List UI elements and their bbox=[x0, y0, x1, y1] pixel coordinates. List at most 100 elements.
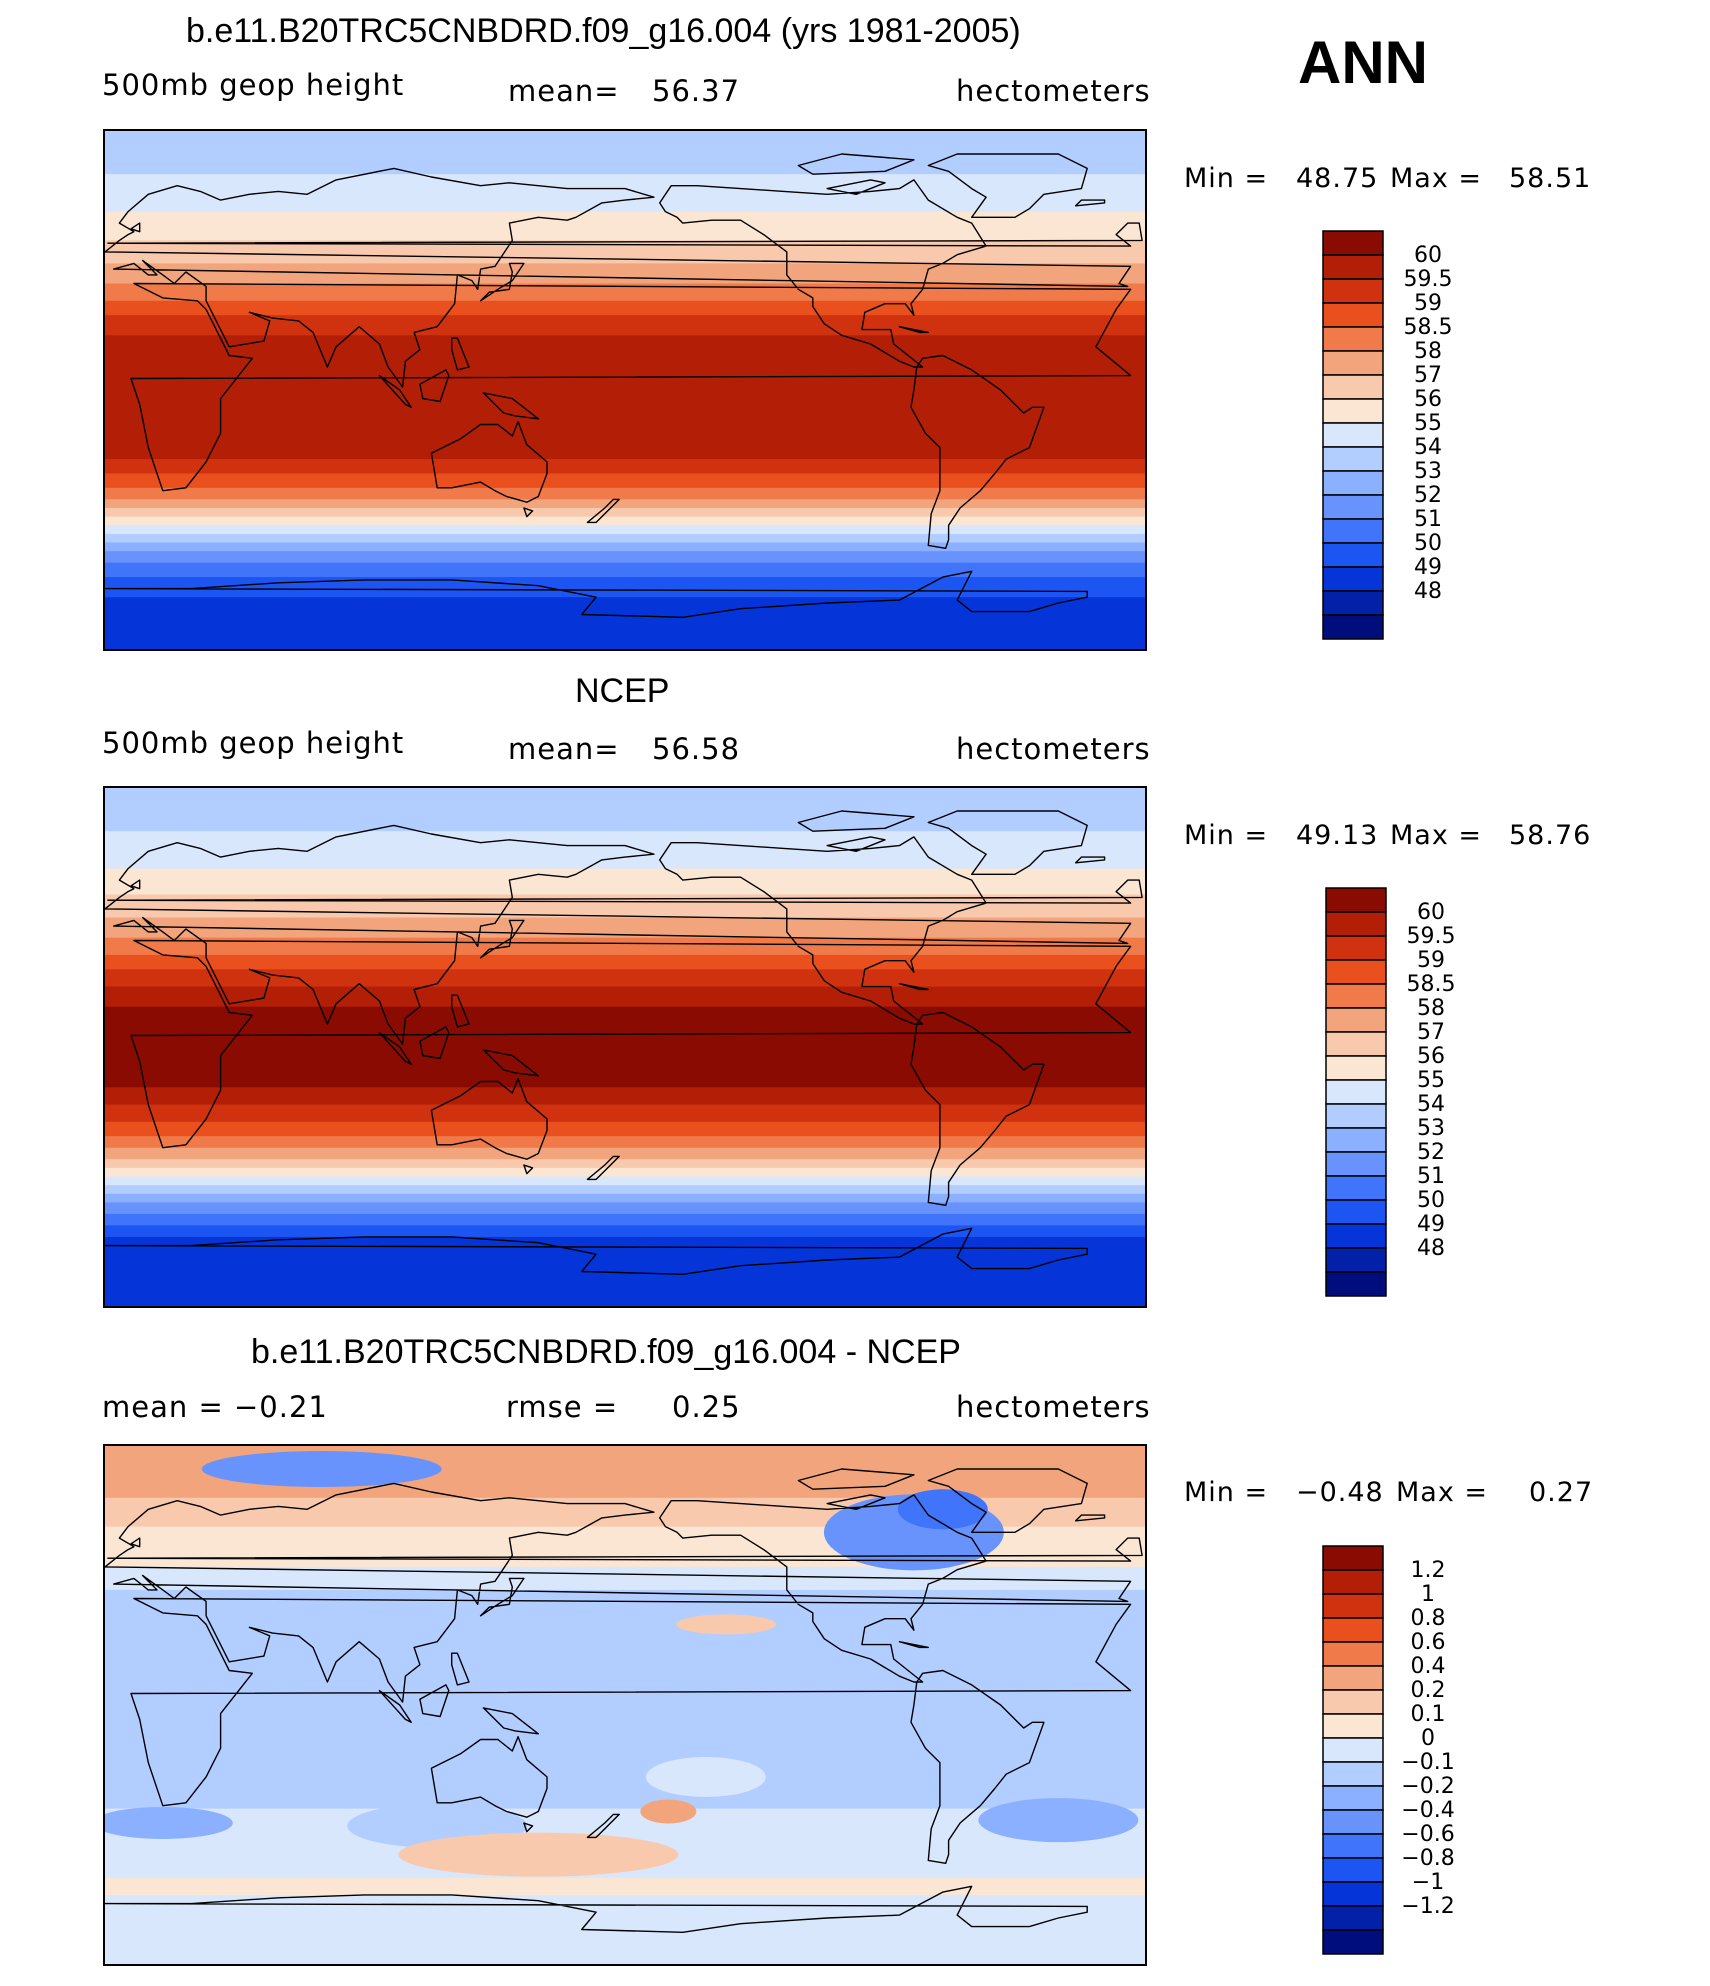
panel-2-variable-label: 500mb geop height bbox=[102, 726, 405, 760]
contour-band bbox=[105, 459, 1145, 475]
colorbar-tick-label: 57 bbox=[1417, 1020, 1445, 1045]
colorbar-swatch bbox=[1322, 374, 1384, 400]
panel-2-colorbar: 60 59.5 59 58.5 58 57 56 55 54 53 52 51 50 49 48 bbox=[1324, 886, 1464, 1298]
panel-3-min-value: −0.48 bbox=[1296, 1477, 1384, 1508]
panel-3-rmse-label: rmse = bbox=[506, 1390, 619, 1424]
colorbar-swatch bbox=[1325, 1199, 1387, 1225]
colorbar-swatch bbox=[1322, 350, 1384, 376]
colorbar-tick-label: 49 bbox=[1414, 555, 1442, 580]
colorbar-tick-label: 1 bbox=[1421, 1582, 1435, 1607]
contour-band bbox=[105, 1006, 1145, 1089]
colorbar-tick-label: 1.2 bbox=[1411, 1558, 1446, 1583]
colorbar-tick-label: 0.4 bbox=[1411, 1654, 1446, 1679]
colorbar-swatch bbox=[1322, 1737, 1384, 1763]
colorbar-tick-label: 51 bbox=[1417, 1164, 1445, 1189]
contour-band bbox=[105, 1225, 1145, 1238]
anomaly-contour bbox=[201, 1451, 442, 1488]
panel-1-min-label: Min = bbox=[1184, 163, 1269, 194]
contour-band bbox=[105, 300, 1145, 317]
colorbar-swatch bbox=[1322, 230, 1384, 256]
anomaly-contour bbox=[645, 1756, 766, 1797]
panel-3-max-label: Max = bbox=[1396, 1477, 1489, 1508]
colorbar-tick-label: −1 bbox=[1412, 1870, 1444, 1895]
anomaly-contour bbox=[978, 1798, 1139, 1843]
colorbar-swatch bbox=[1325, 1007, 1387, 1033]
colorbar-swatch bbox=[1322, 518, 1384, 544]
colorbar-swatch bbox=[1325, 1223, 1387, 1249]
panel-3-rmse-value: 0.25 bbox=[672, 1390, 741, 1424]
colorbar-tick-label: 58.5 bbox=[1407, 972, 1456, 997]
contour-band bbox=[105, 1185, 1145, 1195]
colorbar-swatch bbox=[1325, 1079, 1387, 1105]
colorbar-swatch bbox=[1325, 1247, 1387, 1273]
contour-band bbox=[105, 1121, 1145, 1138]
contour-band bbox=[105, 263, 1145, 285]
colorbar-swatch bbox=[1325, 1151, 1387, 1177]
colorbar-tick-label: −0.2 bbox=[1401, 1774, 1454, 1799]
colorbar-swatch bbox=[1322, 470, 1384, 496]
contour-band bbox=[105, 424, 1145, 446]
panel-2-max-value: 58.76 bbox=[1509, 820, 1592, 851]
contour-band bbox=[105, 1136, 1145, 1149]
colorbar-swatch bbox=[1322, 422, 1384, 448]
colorbar-swatch bbox=[1322, 1929, 1384, 1955]
panel-3-max-value: 0.27 bbox=[1529, 1477, 1594, 1508]
colorbar-swatch bbox=[1322, 494, 1384, 520]
colorbar-swatch bbox=[1322, 1545, 1384, 1571]
panel-1-units: hectometers bbox=[956, 74, 1151, 108]
colorbar-tick-label: 59.5 bbox=[1407, 924, 1456, 949]
contour-band bbox=[105, 1762, 1145, 1810]
colorbar-tick-label: 55 bbox=[1417, 1068, 1445, 1093]
colorbar-tick-label: 0.6 bbox=[1411, 1630, 1446, 1655]
colorbar-tick-label: 54 bbox=[1414, 435, 1442, 460]
panel-3-min-label: Min = bbox=[1184, 1477, 1269, 1508]
colorbar-swatch bbox=[1322, 278, 1384, 304]
colorbar-swatch bbox=[1322, 1665, 1384, 1691]
colorbar-swatch bbox=[1322, 1569, 1384, 1595]
panel-1-max-label: Max = bbox=[1390, 163, 1483, 194]
colorbar-tick-label: 55 bbox=[1414, 411, 1442, 436]
contour-band bbox=[105, 1104, 1145, 1123]
colorbar-tick-label: 54 bbox=[1417, 1092, 1445, 1117]
colorbar-swatch bbox=[1322, 1593, 1384, 1619]
colorbar-swatch bbox=[1322, 614, 1384, 640]
colorbar-swatch bbox=[1322, 1857, 1384, 1883]
colorbar-swatch bbox=[1325, 1175, 1387, 1201]
colorbar-swatch bbox=[1322, 542, 1384, 568]
contour-band bbox=[105, 597, 1145, 649]
colorbar-swatch bbox=[1322, 590, 1384, 616]
map-canvas bbox=[105, 788, 1145, 1306]
contour-band bbox=[105, 1589, 1145, 1620]
colorbar-swatch bbox=[1325, 1055, 1387, 1081]
colorbar-swatch bbox=[1325, 983, 1387, 1009]
colorbar-swatch bbox=[1325, 1127, 1387, 1153]
contour-band bbox=[105, 473, 1145, 489]
colorbar-canvas: 1.210.80.60.40.20.10−0.1−0.2−0.4−0.6−0.8… bbox=[1322, 1545, 1455, 1955]
colorbar-tick-label: 0.1 bbox=[1411, 1702, 1446, 1727]
contour-band bbox=[105, 1167, 1145, 1178]
colorbar-tick-label: 59 bbox=[1414, 291, 1442, 316]
contour-band bbox=[105, 1087, 1145, 1106]
colorbar-tick-label: 50 bbox=[1414, 531, 1442, 556]
panel-3-colorbar: 1.2 1 0.8 0.6 0.4 0.2 0.1 0 −0.1 −0.2 −0.4 −0.6 −0.8… bbox=[1321, 1544, 1471, 1956]
panel-3-units: hectometers bbox=[956, 1390, 1151, 1424]
colorbar-tick-label: 48 bbox=[1417, 1236, 1445, 1261]
colorbar-tick-label: 50 bbox=[1417, 1188, 1445, 1213]
colorbar-tick-label: 52 bbox=[1414, 483, 1442, 508]
contour-band bbox=[105, 131, 1145, 176]
contour-band bbox=[105, 917, 1145, 939]
panel-2-min-value: 49.13 bbox=[1296, 820, 1379, 851]
colorbar-swatch bbox=[1325, 911, 1387, 937]
coastline bbox=[105, 153, 1143, 618]
contour-band bbox=[105, 507, 1145, 518]
contour-band bbox=[105, 444, 1145, 461]
colorbar-tick-label: 51 bbox=[1414, 507, 1442, 532]
colorbar-tick-label: 0 bbox=[1421, 1726, 1435, 1751]
panel-2-units: hectometers bbox=[956, 732, 1151, 766]
panel-2-min-label: Min = bbox=[1184, 820, 1269, 851]
panel-1-colorbar: 60 59.5 59 58.5 58 57 56 55 54 53 52 51 50 49 48 bbox=[1321, 229, 1461, 641]
colorbar-tick-label: 57 bbox=[1414, 363, 1442, 388]
colorbar-tick-label: 56 bbox=[1414, 387, 1442, 412]
contour-band bbox=[105, 361, 1145, 426]
